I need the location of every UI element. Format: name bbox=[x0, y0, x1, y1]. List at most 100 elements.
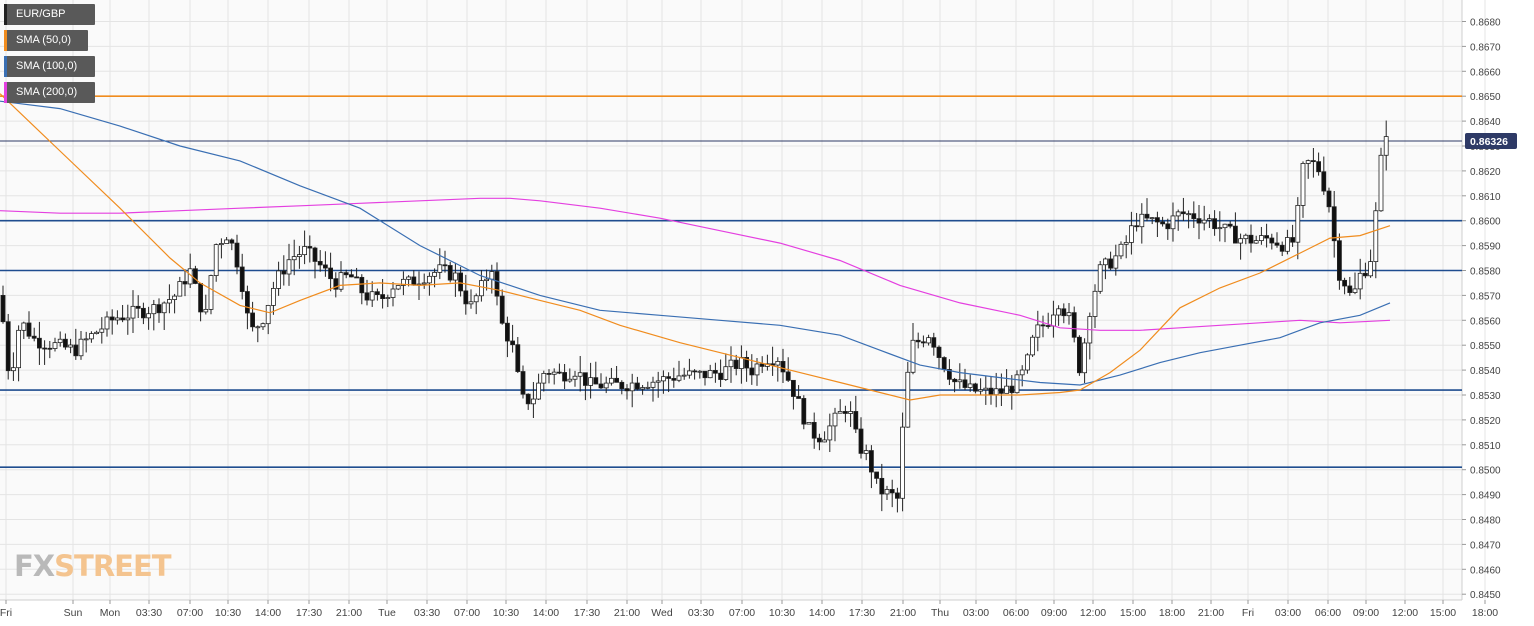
candle-up bbox=[400, 278, 406, 286]
candle-up bbox=[1378, 154, 1384, 212]
candle-up bbox=[687, 370, 692, 376]
x-tick-label: 17:30 bbox=[296, 607, 322, 619]
candle-down bbox=[5, 321, 11, 372]
x-tick-label: 03:30 bbox=[136, 607, 162, 619]
candle-down bbox=[442, 264, 448, 267]
candle-up bbox=[52, 342, 58, 349]
candle-down bbox=[47, 347, 53, 350]
candle-down bbox=[348, 274, 354, 278]
candle-up bbox=[1170, 215, 1176, 230]
candle-down bbox=[962, 379, 968, 388]
candle-down bbox=[879, 477, 885, 495]
x-tick-label: 18:00 bbox=[1159, 607, 1185, 619]
x-tick-label: 14:00 bbox=[533, 607, 559, 619]
candle-up bbox=[775, 361, 781, 366]
x-tick-label: 17:30 bbox=[574, 607, 600, 619]
horizontal-levels bbox=[0, 95, 1462, 469]
candle-up bbox=[125, 317, 131, 321]
candle-up bbox=[1222, 223, 1228, 229]
candle-down bbox=[1311, 160, 1316, 163]
candle-up bbox=[369, 291, 375, 301]
candle-up bbox=[218, 243, 224, 246]
candle-up bbox=[728, 359, 734, 368]
legend-item-sma-50[interactable]: SMA (50,0) bbox=[4, 30, 88, 51]
candle-up bbox=[536, 382, 541, 400]
x-tick-label: Sun bbox=[64, 607, 83, 619]
candle-down bbox=[853, 411, 859, 430]
y-tick-label: 0.8620 bbox=[1470, 167, 1501, 178]
candle-down bbox=[198, 283, 204, 313]
candle-up bbox=[822, 439, 827, 443]
y-tick-label: 0.8560 bbox=[1470, 316, 1501, 327]
y-tick-label: 0.8670 bbox=[1470, 42, 1501, 53]
candle-up bbox=[213, 244, 219, 276]
candle-up bbox=[172, 295, 178, 300]
candle-up bbox=[21, 322, 27, 331]
candle-up bbox=[177, 281, 183, 297]
candle-down bbox=[1326, 190, 1332, 208]
candle-up bbox=[1035, 324, 1041, 338]
candle-down bbox=[120, 317, 125, 321]
x-tick-label: Mon bbox=[100, 607, 121, 619]
sma-lines bbox=[0, 93, 1391, 401]
x-tick-label: 21:00 bbox=[336, 607, 362, 619]
candle-up bbox=[1238, 238, 1243, 244]
candle-down bbox=[1347, 285, 1353, 293]
candle-down bbox=[671, 378, 677, 381]
candle-down bbox=[447, 265, 453, 281]
candle-down bbox=[31, 335, 37, 339]
candle-up bbox=[884, 489, 890, 495]
candle-down bbox=[1342, 279, 1347, 287]
candle-down bbox=[780, 361, 786, 373]
candle-up bbox=[1253, 240, 1259, 244]
candle-up bbox=[697, 370, 703, 373]
candle-down bbox=[718, 372, 723, 380]
candle-up bbox=[1175, 211, 1181, 217]
candle-up bbox=[910, 339, 916, 373]
candle-down bbox=[869, 450, 874, 473]
candle-up bbox=[650, 381, 656, 388]
candle-down bbox=[1196, 218, 1202, 224]
candle-up bbox=[1149, 217, 1155, 220]
candle-down bbox=[889, 489, 895, 494]
candle-down bbox=[73, 344, 79, 357]
candle-down bbox=[322, 264, 328, 269]
candle-down bbox=[182, 281, 188, 285]
candle-down bbox=[614, 377, 619, 383]
x-tick-label: 12:00 bbox=[1080, 607, 1106, 619]
candle-up bbox=[489, 271, 495, 280]
candle-down bbox=[598, 383, 604, 389]
x-tick-label: 17:30 bbox=[849, 607, 875, 619]
candle-up bbox=[1285, 237, 1290, 252]
candle-up bbox=[338, 272, 344, 290]
candle-up bbox=[1373, 210, 1379, 262]
grid bbox=[0, 0, 1486, 601]
candle-down bbox=[546, 373, 552, 375]
candle-down bbox=[343, 272, 349, 276]
current-price-tag bbox=[1465, 133, 1517, 150]
y-tick-label: 0.8590 bbox=[1470, 242, 1501, 253]
candle-up bbox=[468, 301, 474, 305]
legend-item-eurgbp[interactable]: EUR/GBP bbox=[4, 4, 95, 25]
candle-up bbox=[707, 370, 713, 379]
candle-up bbox=[1082, 342, 1087, 374]
candle-down bbox=[744, 357, 749, 369]
candle-down bbox=[1337, 240, 1342, 281]
candle-down bbox=[1160, 221, 1165, 225]
candle-down bbox=[1061, 308, 1067, 317]
legend-item-sma-200[interactable]: SMA (200,0) bbox=[4, 82, 95, 103]
candle-up bbox=[208, 275, 214, 310]
candle-down bbox=[1045, 325, 1051, 327]
x-tick-label: 03:00 bbox=[963, 607, 989, 619]
candle-down bbox=[42, 347, 47, 350]
candle-up bbox=[161, 302, 167, 314]
candle-up bbox=[1352, 288, 1358, 293]
candle-down bbox=[785, 371, 791, 381]
candle-up bbox=[645, 386, 651, 389]
x-tick-label: 14:00 bbox=[809, 607, 835, 619]
candle-up bbox=[146, 313, 152, 319]
candle-down bbox=[931, 337, 937, 348]
legend-item-sma-100[interactable]: SMA (100,0) bbox=[4, 56, 95, 77]
candle-up bbox=[1097, 264, 1103, 292]
candle-down bbox=[364, 292, 370, 301]
